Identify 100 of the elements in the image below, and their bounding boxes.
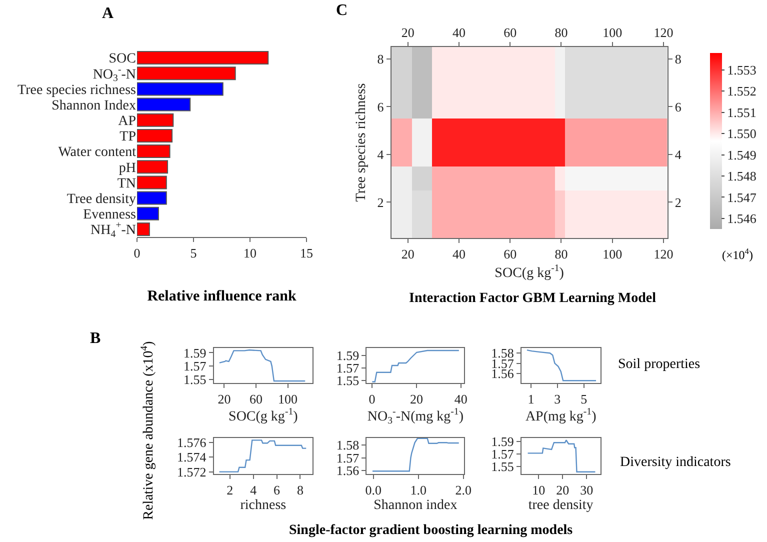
x-tick-label: 1	[528, 392, 534, 407]
bar	[137, 128, 173, 142]
x-tick-label: 5	[580, 392, 588, 407]
y-tick-label: TP	[120, 130, 136, 145]
x-tick-label: 3	[554, 392, 561, 407]
y-tick-label: 1.55	[491, 458, 514, 474]
x-tick-label: 4	[250, 482, 258, 498]
y-tick-label: 1.574	[177, 450, 207, 465]
y-tick-label: 4	[377, 146, 384, 162]
x-tick-label: 120	[654, 24, 674, 40]
x-tick-label: 20	[556, 482, 570, 498]
x-tick-label: 15	[300, 246, 314, 261]
x-tick-label: 0	[134, 246, 140, 261]
y-tick-label: 1.57	[491, 446, 514, 462]
y-tick-label: 1.55	[336, 373, 360, 388]
x-tick-label: 1.0	[410, 482, 426, 498]
y-tick-label: NH$_{4}$$^{+}$-N	[90, 220, 136, 240]
x-axis-title: SOC(g kg$^{-1}$)	[228, 406, 298, 424]
y-tick-label: 1.59	[336, 348, 360, 364]
y-tick-label: 1.576	[177, 434, 207, 450]
text: Interaction Factor GBM Learning Model	[409, 291, 656, 306]
y-tick-label: 1.57	[336, 450, 360, 466]
y-tick-label: 2	[377, 194, 384, 210]
color-bar-label: 1.552	[727, 84, 756, 99]
chart-title: A	[102, 5, 114, 22]
x-tick-label: 0	[368, 392, 376, 407]
color-bar-label: 1.553	[727, 62, 756, 78]
line-series	[526, 349, 597, 382]
bar	[137, 144, 170, 158]
text: Soil properties	[618, 357, 700, 372]
x-tick-label: 2	[226, 482, 234, 498]
text: Diversity indicators	[620, 455, 731, 470]
bar	[137, 113, 174, 127]
bar	[137, 176, 167, 190]
y-tick-label: Water content	[58, 145, 136, 160]
y2-tick-label: 8	[674, 51, 682, 66]
bar	[137, 82, 224, 96]
color-bar-title: (×10$^{4}$)	[722, 247, 753, 262]
y-tick-label: 1.56	[336, 462, 360, 478]
x-axis-title: Shannon index	[374, 498, 458, 513]
y-tick-label: Evenness	[83, 208, 136, 223]
x-tick-label: 20	[218, 392, 231, 407]
x-tick-label: 30	[580, 482, 594, 498]
x-tick-label: 80	[554, 24, 568, 40]
y-tick-label: 1.59	[184, 345, 206, 360]
bar	[137, 160, 168, 174]
line-series	[372, 438, 460, 472]
x-tick-label: 2.0	[455, 482, 472, 498]
x-axis-title: tree density	[528, 498, 594, 513]
y2-tick-label: 2	[674, 194, 682, 210]
color-bar-label: 1.550	[727, 126, 756, 142]
y-tick-label: 1.572	[177, 464, 206, 480]
line-series	[372, 350, 460, 382]
bar	[137, 191, 167, 205]
x-tick-label: 100	[278, 392, 298, 407]
bar	[137, 206, 159, 220]
y-tick-label: 1.58	[336, 438, 360, 453]
chart-title: C	[336, 2, 348, 19]
y-tick-label: 6	[377, 99, 384, 114]
y-tick-label: Tree species richness	[18, 82, 136, 98]
line-series	[218, 440, 307, 472]
color-bar-label: 1.546	[727, 210, 757, 226]
y-tick-label: TN	[117, 176, 136, 192]
bar	[137, 222, 150, 236]
y-tick-label: 1.55	[184, 372, 206, 388]
line-series	[218, 349, 306, 382]
y-tick-label: 1.58	[491, 346, 514, 361]
color-bar-label: 1.549	[727, 147, 756, 162]
x-tick-label: 5	[190, 246, 197, 261]
y-tick-label: 1.59	[491, 434, 514, 449]
x-tick-label: 0.0	[365, 482, 382, 498]
color-bar-label: 1.548	[727, 168, 756, 184]
bar	[137, 66, 236, 80]
color-bar-label: 1.547	[727, 190, 757, 205]
x-axis-title: Relative influence rank	[147, 288, 298, 305]
y-tick-label: pH	[118, 160, 136, 176]
x-axis-title: NO$_{3}$$^{-}$-N(mg kg$^{-1}$)	[367, 406, 464, 426]
x-tick-label: 100	[602, 24, 622, 40]
y-tick-label: 1.57	[184, 358, 207, 374]
y-tick-label: SOC	[108, 52, 136, 67]
y-tick-label: 8	[377, 51, 384, 66]
x-tick-label: 8	[297, 482, 304, 498]
y-tick-label: NO$_{3}$$^{-}$-N	[92, 64, 136, 84]
x-tick-label: 60	[250, 392, 263, 407]
color-bar-label: 1.551	[727, 104, 756, 120]
y-tick-label: 1.57	[336, 360, 360, 376]
y-tick-label: Shannon Index	[52, 98, 136, 114]
x-tick-label: 20	[410, 392, 423, 407]
x-tick-label: 10	[532, 482, 546, 498]
y2-tick-label: 6	[674, 99, 682, 114]
y2-tick-label: 4	[674, 146, 682, 162]
y-tick-label: Tree density	[66, 192, 136, 207]
x-tick-label: 40	[454, 392, 468, 407]
bar	[137, 98, 191, 112]
x-tick-label: 20	[401, 24, 414, 40]
x-tick-label: 40	[452, 24, 466, 40]
x-tick-label: 60	[504, 24, 517, 40]
x-tick-label: 10	[244, 246, 257, 261]
x-axis-title: AP(mg kg$^{-1}$)	[525, 406, 597, 424]
x-axis-title: SOC(g kg$^{-1}$)	[494, 263, 564, 281]
